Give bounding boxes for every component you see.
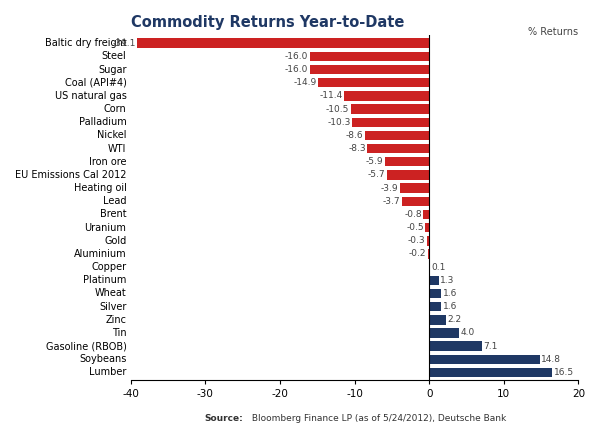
Text: -0.3: -0.3 [408,236,425,245]
Bar [429,302,441,312]
Bar [310,65,429,74]
Text: 1.6: 1.6 [443,302,457,311]
Text: -0.8: -0.8 [404,210,422,219]
Text: -14.9: -14.9 [293,78,316,87]
Bar [429,368,553,377]
Bar [385,157,429,167]
Text: -39.1: -39.1 [113,39,136,48]
Text: -0.5: -0.5 [406,223,424,232]
Text: -16.0: -16.0 [285,52,308,61]
Bar [367,144,429,153]
Text: -3.7: -3.7 [382,197,400,206]
Text: 2.2: 2.2 [447,315,461,324]
Bar [401,196,429,206]
Bar [352,117,429,127]
Text: 1.6: 1.6 [443,289,457,298]
Text: Commodity Returns Year-to-Date: Commodity Returns Year-to-Date [131,15,404,30]
Bar [344,91,429,101]
Text: Bloomberg Finance LP (as of 5/24/2012), Deutsche Bank: Bloomberg Finance LP (as of 5/24/2012), … [249,414,506,423]
Text: -3.9: -3.9 [381,184,398,193]
Text: 14.8: 14.8 [541,355,561,364]
Text: -10.5: -10.5 [326,105,349,113]
Bar [429,262,430,272]
Text: % Returns: % Returns [529,27,578,37]
Text: -11.4: -11.4 [319,91,343,100]
Bar [351,104,429,114]
Bar [429,289,441,298]
Bar [423,210,429,219]
Text: -8.6: -8.6 [346,131,364,140]
Text: -16.0: -16.0 [285,65,308,74]
Text: 7.1: 7.1 [484,342,498,351]
Bar [318,78,429,88]
Text: -0.2: -0.2 [409,249,426,258]
Text: 0.1: 0.1 [431,263,446,272]
Text: -8.3: -8.3 [348,144,366,153]
Bar [429,315,446,325]
Bar [425,223,429,232]
Text: 16.5: 16.5 [554,368,574,377]
Text: -10.3: -10.3 [328,118,351,127]
Bar [429,341,482,351]
Bar [429,328,459,338]
Bar [429,354,539,364]
Bar [400,183,429,193]
Text: 1.3: 1.3 [440,276,455,285]
Bar [365,130,429,140]
Text: 4.0: 4.0 [461,329,475,337]
Text: Source:: Source: [204,414,243,423]
Bar [427,236,429,246]
Bar [310,52,429,61]
Text: -5.9: -5.9 [366,157,383,166]
Bar [429,275,439,285]
Text: -5.7: -5.7 [368,170,385,179]
Bar [386,170,429,180]
Bar [428,249,429,259]
Bar [137,39,429,48]
